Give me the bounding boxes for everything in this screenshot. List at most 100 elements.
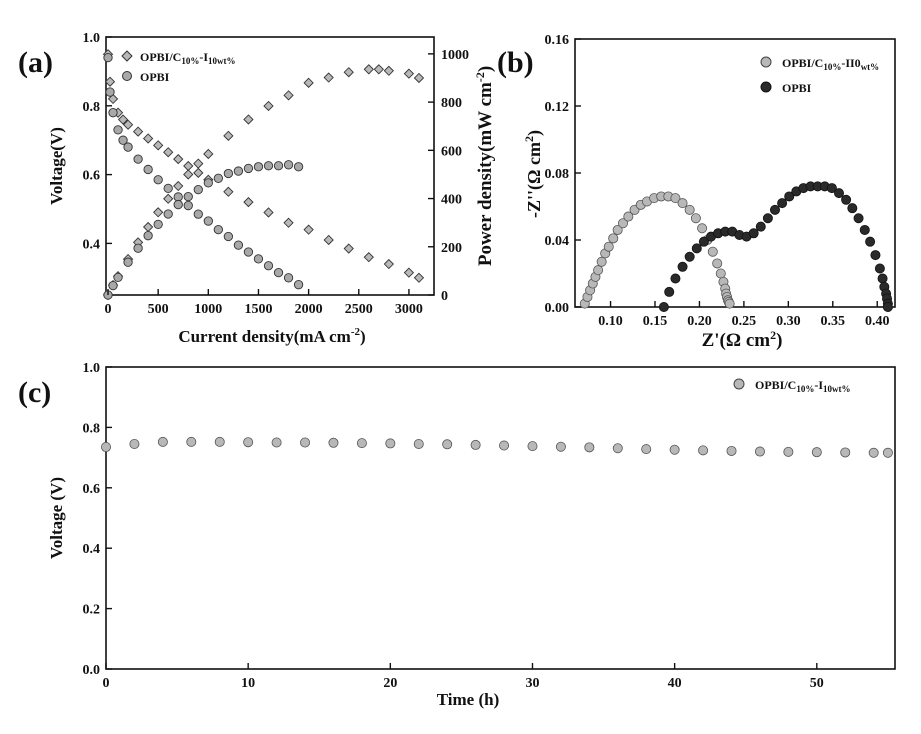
xtick-label-a-4: 2000 <box>295 302 323 317</box>
point-b-s1-15 <box>763 214 772 223</box>
point-b-s0-21 <box>685 205 694 214</box>
ytick-label-b-4: 0.16 <box>545 33 570 48</box>
y2tick-label-a-2: 400 <box>441 193 462 208</box>
panel-c-ticks: 010203040500.00.20.40.60.81.0 <box>83 361 824 691</box>
ytick-label-c-1: 0.2 <box>83 603 101 618</box>
point-c-s0-20 <box>670 445 679 454</box>
point-a-s2-0 <box>104 53 112 61</box>
panel-c-frame <box>106 367 895 669</box>
panel-c-label: (c) <box>18 376 51 409</box>
ytick-label-c-0: 0.0 <box>83 663 101 678</box>
point-a-s0-14 <box>224 187 233 196</box>
point-b-s0-8 <box>604 242 613 251</box>
point-a-s2-3 <box>114 126 122 134</box>
point-a-s3-20 <box>294 163 302 171</box>
xtick-label-b-6: 0.40 <box>865 314 890 329</box>
legend-label-a-0: OPBI/C10%-I10wt% <box>140 50 236 66</box>
point-a-s3-19 <box>284 161 292 169</box>
xtick-label-b-2: 0.20 <box>687 314 712 329</box>
ytick-label-a-3: 1.0 <box>83 31 101 46</box>
point-c-s0-4 <box>215 437 224 446</box>
point-b-s1-17 <box>778 199 787 208</box>
point-b-s1-16 <box>770 205 779 214</box>
point-a-s1-11 <box>204 149 213 158</box>
point-a-s2-11 <box>184 201 192 209</box>
xtick-label-a-1: 500 <box>148 302 169 317</box>
xtick-label-a-2: 1000 <box>194 302 222 317</box>
point-b-s1-25 <box>834 189 843 198</box>
ytick-label-b-0: 0.00 <box>545 301 570 316</box>
legend-marker-b-1 <box>761 82 771 92</box>
legend-label-b-1: OPBI <box>782 81 812 95</box>
point-a-s1-15 <box>284 91 293 100</box>
xtick-label-c-3: 30 <box>525 676 539 691</box>
point-c-s0-27 <box>869 448 878 457</box>
point-a-s1-9 <box>184 170 193 179</box>
point-c-s0-12 <box>443 440 452 449</box>
panel-a: (a) 0500100015002000250030000.40.60.81.0… <box>18 31 496 346</box>
point-c-s0-25 <box>812 448 821 457</box>
point-a-s2-1 <box>106 88 114 96</box>
point-b-s1-31 <box>871 250 880 259</box>
point-a-s2-6 <box>134 155 142 163</box>
point-b-s0-9 <box>609 234 618 243</box>
panel-b-xlabel: Z'(Ω cm2) <box>702 328 783 351</box>
panel-a-legend: OPBI/C10%-I10wt% OPBI <box>122 50 236 84</box>
ytick-label-c-3: 0.6 <box>83 482 101 497</box>
legend-marker-a-0 <box>122 51 132 61</box>
point-a-s2-21 <box>284 274 292 282</box>
point-a-s2-18 <box>254 255 262 263</box>
point-a-s3-12 <box>214 174 222 182</box>
point-c-s0-18 <box>613 444 622 453</box>
point-c-s0-22 <box>727 446 736 455</box>
point-b-s1-0 <box>659 302 668 311</box>
xtick-label-a-6: 3000 <box>395 302 423 317</box>
point-a-s1-8 <box>174 182 183 191</box>
ytick-label-a-2: 0.8 <box>83 100 101 115</box>
y2tick-label-a-1: 200 <box>441 241 462 256</box>
panel-b-frame <box>575 39 895 307</box>
point-c-s0-0 <box>101 442 110 451</box>
xtick-label-b-0: 0.10 <box>598 314 623 329</box>
point-a-s3-5 <box>144 231 152 239</box>
xtick-label-c-4: 40 <box>668 676 682 691</box>
point-a-s1-13 <box>244 115 253 124</box>
point-c-s0-7 <box>300 438 309 447</box>
point-a-s0-24 <box>414 273 423 282</box>
xtick-label-c-2: 20 <box>383 676 397 691</box>
legend-label-a-1: OPBI <box>140 70 170 84</box>
panel-b-label: (b) <box>497 46 534 79</box>
point-c-s0-13 <box>471 440 480 449</box>
point-b-s1-4 <box>685 252 694 261</box>
legend-marker-b-0 <box>761 57 771 67</box>
point-b-s1-38 <box>883 302 892 311</box>
point-b-s0-26 <box>713 259 722 268</box>
point-c-s0-17 <box>585 443 594 452</box>
point-a-s3-3 <box>124 258 132 266</box>
point-a-s1-17 <box>324 73 333 82</box>
point-a-s3-15 <box>244 164 252 172</box>
point-b-s1-2 <box>671 274 680 283</box>
point-c-s0-19 <box>642 445 651 454</box>
point-a-s3-8 <box>174 200 182 208</box>
point-a-s1-19 <box>364 65 373 74</box>
point-c-s0-9 <box>357 439 366 448</box>
panel-b-marks <box>580 182 892 312</box>
xtick-label-a-3: 1500 <box>244 302 272 317</box>
ytick-label-b-3: 0.12 <box>545 100 570 115</box>
ytick-label-c-2: 0.4 <box>83 542 101 557</box>
point-c-s0-16 <box>556 442 565 451</box>
point-c-s0-24 <box>784 447 793 456</box>
point-a-s2-19 <box>264 262 272 270</box>
point-b-s1-28 <box>854 214 863 223</box>
point-b-s1-30 <box>866 237 875 246</box>
point-b-s1-5 <box>692 244 701 253</box>
panel-b-legend: OPBI/C10%-II0wt% OPBI <box>761 56 879 95</box>
point-b-s1-13 <box>749 229 758 238</box>
point-b-s0-6 <box>597 257 606 266</box>
y2tick-label-a-5: 1000 <box>441 48 469 63</box>
point-c-s0-15 <box>528 442 537 451</box>
xtick-label-a-0: 0 <box>105 302 112 317</box>
panel-a-y2label: Power density(mW cm-2) <box>473 66 496 266</box>
